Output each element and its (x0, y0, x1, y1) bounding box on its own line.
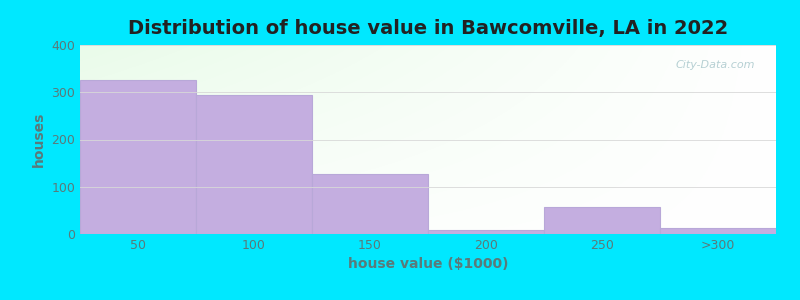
Y-axis label: houses: houses (32, 112, 46, 167)
Title: Distribution of house value in Bawcomville, LA in 2022: Distribution of house value in Bawcomvil… (128, 19, 728, 38)
Bar (428, 230, 544, 234)
Bar (312, 173, 428, 234)
Bar (660, 228, 776, 234)
Bar (544, 207, 660, 234)
Text: City-Data.com: City-Data.com (676, 60, 755, 70)
X-axis label: house value ($1000): house value ($1000) (348, 257, 508, 272)
Bar (80, 80, 196, 234)
Bar (196, 94, 312, 234)
